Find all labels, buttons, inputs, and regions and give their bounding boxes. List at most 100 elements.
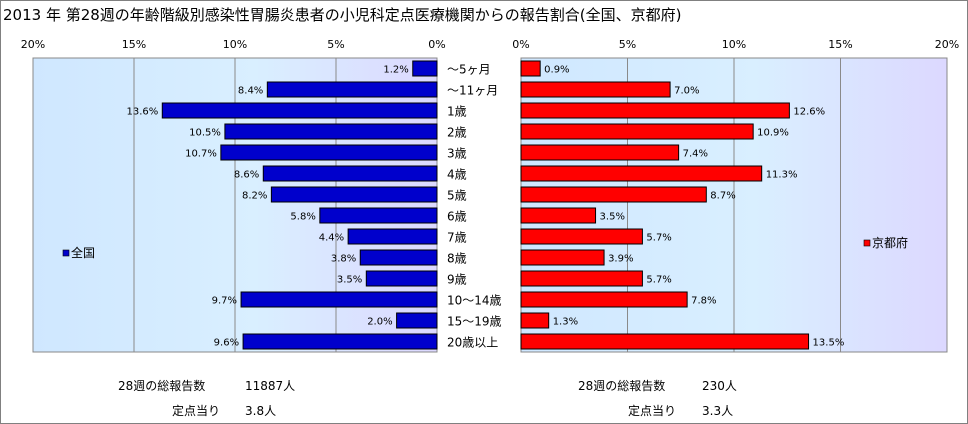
- legend-national: 全国: [62, 245, 95, 260]
- category-label: ～5ヶ月: [447, 63, 491, 77]
- kyoto-bar-label: 3.5%: [600, 212, 625, 223]
- right-tick-labels: 0% 5% 10% 15% 20%: [512, 38, 959, 51]
- kyoto-bar: [520, 123, 754, 140]
- category-label: 2歳: [447, 126, 467, 140]
- national-bar-label: 1.2%: [383, 65, 408, 76]
- national-bar-label: 8.2%: [242, 191, 267, 202]
- kyoto-bar-label: 1.3%: [553, 317, 578, 328]
- right-tick-label: 20%: [935, 38, 959, 51]
- category-label: 10～14歳: [447, 294, 502, 308]
- national-bar-label: 10.7%: [185, 149, 217, 160]
- category-label: 15～19歳: [447, 315, 502, 329]
- left-tick-label: 20%: [21, 38, 45, 51]
- kyoto-bar-label: 12.6%: [793, 107, 825, 118]
- legend-kyoto-label: 京都府: [872, 235, 908, 250]
- legend-kyoto-swatch: [863, 239, 871, 247]
- left-tick-labels: 20% 15% 10% 5% 0%: [21, 38, 446, 51]
- kyoto-bar-label: 13.5%: [813, 338, 845, 349]
- kyoto-bar: [520, 291, 688, 308]
- kyoto-bar: [520, 60, 541, 77]
- national-bar-label: 8.6%: [234, 170, 259, 181]
- left-tick-label: 10%: [223, 38, 247, 51]
- national-bar: [359, 249, 438, 266]
- category-label: 7歳: [447, 231, 467, 245]
- national-bar: [412, 60, 438, 77]
- kyoto-bar-label: 3.9%: [608, 254, 633, 265]
- right-tick-label: 0%: [512, 38, 529, 51]
- national-bar: [396, 312, 438, 329]
- category-label: 6歳: [447, 210, 467, 224]
- national-bar: [270, 186, 438, 203]
- national-bar-label: 4.4%: [319, 233, 344, 244]
- national-bar: [262, 165, 438, 182]
- national-bar: [224, 123, 438, 140]
- legend-kyoto: 京都府: [863, 235, 908, 250]
- category-label: ～11ヶ月: [447, 84, 498, 98]
- kyoto-bar-label: 8.7%: [710, 191, 735, 202]
- kyoto-bar-label: 0.9%: [544, 65, 569, 76]
- kyoto-bar: [520, 228, 643, 245]
- kyoto-bar: [520, 333, 810, 350]
- national-bar-label: 9.7%: [212, 296, 237, 307]
- category-label: 5歳: [447, 189, 467, 203]
- kyoto-per-value: 3.3人: [702, 404, 734, 418]
- national-bar: [220, 144, 438, 161]
- national-bar-label: 8.4%: [238, 86, 263, 97]
- legend-national-label: 全国: [71, 245, 95, 260]
- national-bar: [161, 102, 438, 119]
- national-bar: [266, 81, 438, 98]
- category-label: 20歳以上: [447, 336, 498, 350]
- kyoto-bar-label: 5.7%: [646, 275, 671, 286]
- category-label: 8歳: [447, 252, 467, 266]
- national-bar-label: 3.8%: [331, 254, 356, 265]
- kyoto-bar-label: 5.7%: [646, 233, 671, 244]
- category-labels: ～5ヶ月 ～11ヶ月 1歳 2歳 3歳 4歳 5歳 6歳 7歳 8歳 9歳 10～14歳 15～19歳 2…: [447, 63, 502, 350]
- national-bar-label: 9.6%: [214, 338, 239, 349]
- category-label: 9歳: [447, 273, 467, 287]
- category-label: 1歳: [447, 105, 467, 119]
- national-per-value: 3.8人: [245, 404, 277, 418]
- national-bar-label: 13.6%: [126, 107, 158, 118]
- kyoto-bar-label: 11.3%: [766, 170, 798, 181]
- national-total-value: 11887人: [245, 379, 296, 393]
- kyoto-bar-label: 10.9%: [757, 128, 789, 139]
- right-tick-label: 15%: [828, 38, 852, 51]
- kyoto-bar: [520, 165, 763, 182]
- category-label: 3歳: [447, 147, 467, 161]
- national-bar-label: 10.5%: [189, 128, 221, 139]
- national-bar: [365, 270, 438, 287]
- national-per-label: 定点当り: [172, 404, 221, 418]
- kyoto-bar: [520, 144, 680, 161]
- national-bar: [319, 207, 438, 224]
- national-bars: 1.2% 8.4% 13.6% 10.5% 10.7% 8.6% 8.2% 5.8% 4.4% 3…: [126, 60, 438, 350]
- national-bar: [242, 333, 438, 350]
- kyoto-bar: [520, 249, 605, 266]
- kyoto-bar-label: 7.0%: [674, 86, 699, 97]
- category-label: 4歳: [447, 168, 467, 182]
- national-bar-label: 2.0%: [367, 317, 392, 328]
- national-bar: [240, 291, 438, 308]
- national-bar: [347, 228, 438, 245]
- right-tick-label: 5%: [619, 38, 636, 51]
- kyoto-bars: 0.9% 7.0% 12.6% 10.9% 7.4% 11.3% 8.7% 3.5% 5.7% 3…: [520, 60, 845, 350]
- kyoto-bar: [520, 312, 550, 329]
- national-total-label: 28週の総報告数: [118, 379, 206, 393]
- left-tick-label: 15%: [122, 38, 146, 51]
- legend-national-swatch: [62, 249, 70, 257]
- kyoto-per-label: 定点当り: [628, 404, 677, 418]
- kyoto-bar-label: 7.8%: [691, 296, 716, 307]
- kyoto-total-value: 230人: [702, 379, 737, 393]
- kyoto-bar: [520, 102, 790, 119]
- right-tick-label: 10%: [722, 38, 746, 51]
- kyoto-bar: [520, 186, 707, 203]
- left-tick-label: 0%: [428, 38, 445, 51]
- national-bar-label: 5.8%: [290, 212, 315, 223]
- left-tick-label: 5%: [327, 38, 344, 51]
- kyoto-bar: [520, 270, 643, 287]
- kyoto-bar: [520, 207, 597, 224]
- kyoto-bar-label: 7.4%: [683, 149, 708, 160]
- national-bar-label: 3.5%: [337, 275, 362, 286]
- chart-title: 2013 年 第28週の年齢階級別感染性胃腸炎患者の小児科定点医療機関からの報告…: [3, 6, 682, 24]
- kyoto-total-label: 28週の総報告数: [578, 379, 666, 393]
